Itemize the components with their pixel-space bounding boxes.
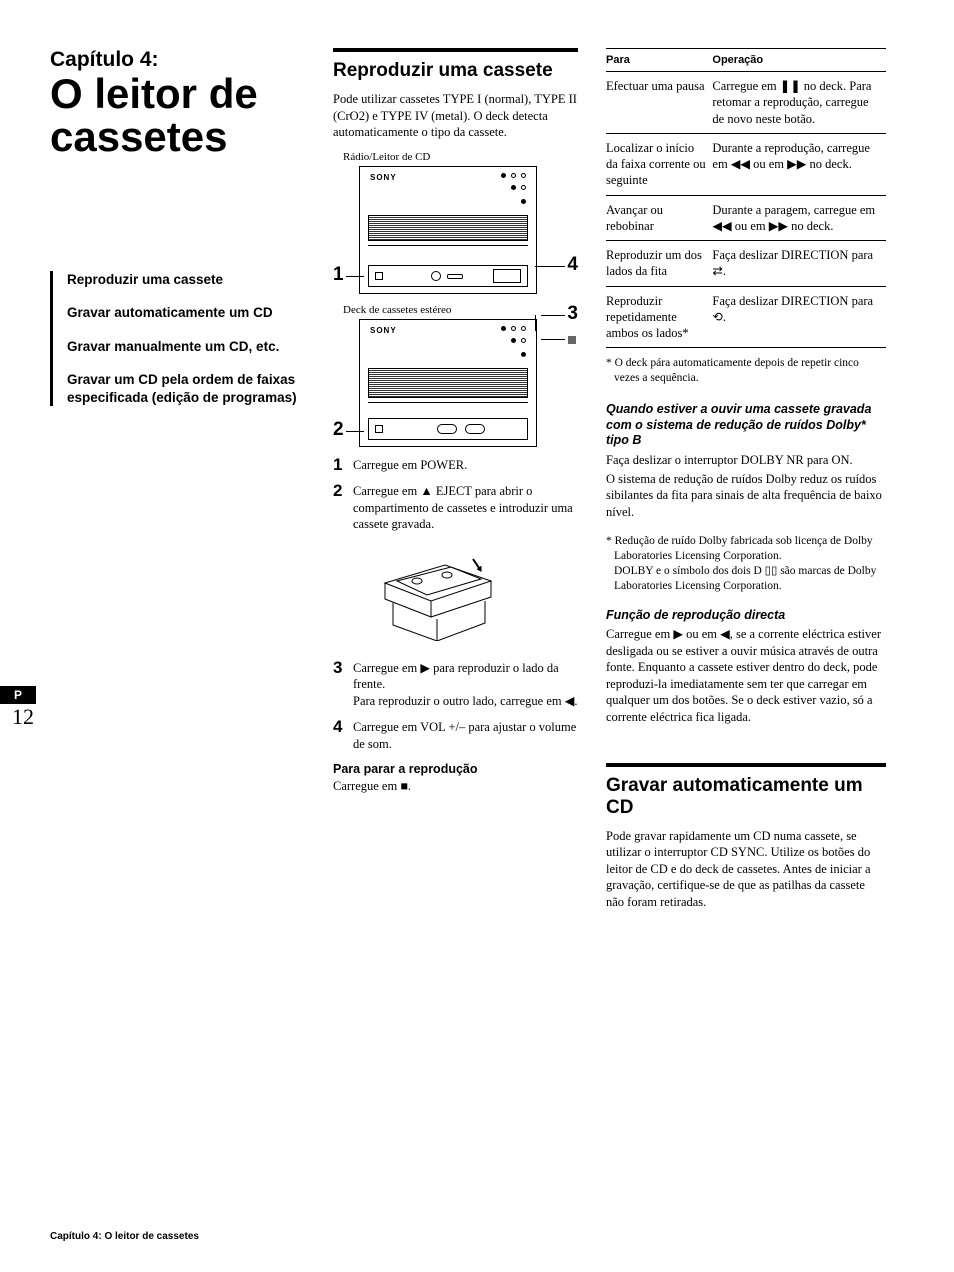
step-text: Carregue em ▲ EJECT para abrir o compart…	[353, 484, 573, 531]
toc-item: Gravar um CD pela ordem de faixas especi…	[67, 371, 305, 406]
table-header-operacao: Operação	[712, 49, 886, 72]
page-content: Capítulo 4: O leitor de cassetes Reprodu…	[50, 48, 904, 1242]
section2-heading: Gravar automaticamente um CD	[606, 775, 886, 818]
table-of-contents: Reproduzir uma cassete Gravar automatica…	[50, 271, 305, 407]
page-number-badge: P 12	[0, 686, 36, 730]
step-2: 2 Carregue em ▲ EJECT para abrir o compa…	[333, 483, 578, 533]
step-4: 4 Carregue em VOL +/– para ajustar o vol…	[333, 719, 578, 752]
step-subtext: Para reproduzir o outro lado, carregue e…	[353, 693, 578, 710]
callout-2: 2	[333, 419, 344, 441]
step-number: 3	[333, 657, 342, 679]
step-number: 1	[333, 454, 342, 476]
left-column: Capítulo 4: O leitor de cassetes Reprodu…	[50, 48, 305, 1242]
section-rule-2	[606, 763, 886, 767]
chapter-title: O leitor de cassetes	[50, 73, 305, 159]
section-intro: Pode utilizar cassetes TYPE I (normal), …	[333, 91, 578, 141]
dolby-p1: Faça deslizar o interruptor DOLBY NR par…	[606, 452, 886, 469]
cd-tray	[368, 265, 528, 287]
step-1: 1 Carregue em POWER.	[333, 457, 578, 474]
stop-heading: Para parar a reprodução	[333, 762, 578, 776]
table-row: Avançar ou rebobinarDurante a paragem, c…	[606, 195, 886, 241]
step-number: 4	[333, 716, 342, 738]
direct-p: Carregue em ▶ ou em ◀, se a corrente elé…	[606, 626, 886, 725]
toc-item: Gravar automaticamente um CD	[67, 304, 305, 322]
table-row: Efectuar uma pausaCarregue em ❚❚ no deck…	[606, 72, 886, 134]
table-header-para: Para	[606, 49, 712, 72]
sony-logo: SONY	[370, 173, 397, 182]
page-number: 12	[0, 704, 36, 730]
page-footer: Capítulo 4: O leitor de cassetes	[50, 1231, 199, 1242]
stop-text: Carregue em ■.	[333, 778, 578, 795]
dolby-heading: Quando estiver a ouvir uma cassete grava…	[606, 402, 886, 449]
callout-1: 1	[333, 264, 344, 286]
diagram-label-radio: Rádio/Leitor de CD	[343, 151, 578, 163]
radio-diagram: SONY 1 4	[333, 166, 578, 294]
radio-device-illustration: SONY	[359, 166, 537, 294]
section2-p: Pode gravar rapidamente um CD numa casse…	[606, 828, 886, 911]
language-badge: P	[0, 686, 36, 704]
direct-heading: Função de reprodução directa	[606, 608, 886, 624]
step-number: 2	[333, 480, 342, 502]
toc-item: Gravar manualmente um CD, etc.	[67, 338, 305, 356]
right-column: Para Operação Efectuar uma pausaCarregue…	[606, 48, 886, 1242]
toc-item: Reproduzir uma cassete	[67, 271, 305, 289]
chapter-kicker: Capítulo 4:	[50, 48, 305, 71]
table-row: Localizar o início da faixa corrente ou …	[606, 133, 886, 195]
dolby-p2: O sistema de redução de ruídos Dolby red…	[606, 471, 886, 521]
callout-stop-icon	[568, 331, 576, 346]
callout-4: 4	[567, 254, 578, 276]
dolby-footnote-2: DOLBY e o símbolo dos dois D ▯▯ são marc…	[606, 564, 886, 594]
callout-3: 3	[567, 303, 578, 325]
sony-logo: SONY	[370, 326, 397, 335]
table-footnote: * O deck pára automaticamente depois de …	[606, 356, 886, 386]
step-3: 3 Carregue em ▶ para reproduzir o lado d…	[333, 660, 578, 710]
table-row: Reproduzir repetidamente ambos os lados*…	[606, 286, 886, 348]
deck-device-illustration: SONY	[359, 319, 537, 447]
dolby-footnote-1: * Redução de ruído Dolby fabricada sob l…	[606, 534, 886, 564]
table-row: Reproduzir um dos lados da fitaFaça desl…	[606, 241, 886, 287]
section-heading: Reproduzir uma cassete	[333, 60, 578, 81]
middle-column: Reproduzir uma cassete Pode utilizar cas…	[333, 48, 578, 1242]
deck-diagram: SONY 3 2	[333, 319, 578, 447]
cassette-insertion-illustration	[373, 551, 503, 641]
cassette-tray	[368, 418, 528, 440]
section-rule	[333, 48, 578, 52]
step-text: Carregue em VOL +/– para ajustar o volum…	[353, 720, 576, 751]
step-text: Carregue em POWER.	[353, 458, 467, 472]
step-text: Carregue em ▶ para reproduzir o lado da …	[353, 661, 559, 692]
operations-table: Para Operação Efectuar uma pausaCarregue…	[606, 48, 886, 348]
